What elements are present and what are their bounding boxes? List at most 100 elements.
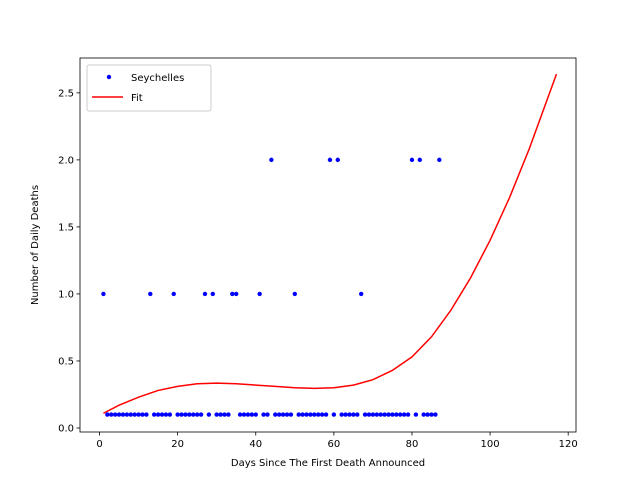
data-point xyxy=(109,412,114,417)
x-axis-label: Days Since The First Death Announced xyxy=(231,458,425,469)
data-point xyxy=(355,412,360,417)
data-point xyxy=(331,412,337,417)
data-point xyxy=(347,412,352,417)
data-point xyxy=(230,291,235,297)
legend: Seychelles Fit xyxy=(86,64,212,112)
data-point xyxy=(288,412,294,417)
data-point xyxy=(319,412,325,417)
y-tick-label: 1.0 xyxy=(58,289,74,300)
data-point xyxy=(370,412,376,417)
y-tick-label: 0.0 xyxy=(58,423,74,434)
data-point xyxy=(187,412,192,417)
data-point xyxy=(140,412,145,417)
y-axis-label: Number of Daily Deaths xyxy=(30,185,41,305)
axes-frame xyxy=(79,57,577,433)
data-point xyxy=(237,412,243,417)
data-point xyxy=(241,412,247,417)
data-point xyxy=(116,412,122,417)
data-point xyxy=(136,412,141,417)
data-point xyxy=(276,412,282,417)
data-point xyxy=(409,157,415,163)
y-tick-label: 2.5 xyxy=(58,88,74,99)
data-point xyxy=(261,412,266,417)
data-point xyxy=(296,412,301,417)
x-tick-label: 120 xyxy=(559,439,578,450)
data-point xyxy=(155,412,161,417)
data-point xyxy=(386,412,391,417)
data-point xyxy=(425,412,430,417)
x-axis: 0 20 40 60 80 100 120 xyxy=(96,432,578,450)
data-point xyxy=(390,412,395,417)
data-point xyxy=(312,412,317,417)
data-point xyxy=(316,412,321,417)
fit-line xyxy=(103,73,558,414)
data-point xyxy=(284,412,290,417)
data-point xyxy=(163,412,169,417)
data-point xyxy=(323,412,329,417)
y-tick-label: 0.5 xyxy=(58,356,74,367)
data-point xyxy=(210,291,215,297)
data-point xyxy=(308,412,313,417)
data-point xyxy=(128,412,133,417)
data-point xyxy=(394,412,399,417)
data-point xyxy=(269,157,274,163)
legend-label-seychelles: Seychelles xyxy=(131,73,184,84)
data-point xyxy=(171,291,176,297)
legend-box xyxy=(86,64,212,112)
legend-marker-seychelles xyxy=(106,74,112,80)
data-point xyxy=(214,412,219,417)
data-point xyxy=(300,412,305,417)
data-point xyxy=(417,157,422,163)
data-point xyxy=(265,412,270,417)
data-point xyxy=(429,412,434,417)
data-point xyxy=(148,291,153,297)
y-tick-label: 1.5 xyxy=(58,222,74,233)
data-point xyxy=(194,412,200,417)
data-point xyxy=(132,412,137,417)
data-point xyxy=(144,412,149,417)
plot-area xyxy=(101,73,558,417)
data-point xyxy=(382,412,387,417)
data-point xyxy=(257,291,262,297)
data-point xyxy=(206,412,212,417)
data-point xyxy=(218,412,223,417)
data-point xyxy=(253,412,258,417)
x-tick-label: 0 xyxy=(96,439,102,450)
data-point xyxy=(167,412,173,417)
data-point xyxy=(183,412,188,417)
data-point xyxy=(198,412,204,417)
data-point xyxy=(273,412,278,417)
data-point xyxy=(191,412,196,417)
data-point xyxy=(159,412,165,417)
data-point xyxy=(120,412,126,417)
data-point xyxy=(175,412,180,417)
data-point xyxy=(366,412,372,417)
data-point xyxy=(280,412,286,417)
data-point xyxy=(152,412,157,417)
data-point xyxy=(351,412,356,417)
data-point xyxy=(124,412,130,417)
data-point xyxy=(101,291,106,297)
data-point xyxy=(398,412,403,417)
data-point xyxy=(437,157,442,163)
x-tick-label: 100 xyxy=(481,439,500,450)
y-axis: 0.0 0.5 1.0 1.5 2.0 2.5 xyxy=(58,88,80,434)
data-point xyxy=(202,291,208,297)
data-point xyxy=(327,157,333,163)
data-point xyxy=(234,291,239,297)
data-point xyxy=(292,291,298,297)
data-point xyxy=(362,412,368,417)
data-point xyxy=(378,412,383,417)
data-point xyxy=(226,412,231,417)
x-tick-label: 40 xyxy=(249,439,262,450)
data-point xyxy=(335,157,340,163)
data-point xyxy=(358,291,364,297)
data-point xyxy=(105,412,110,417)
data-point xyxy=(339,412,344,417)
data-point xyxy=(374,412,380,417)
data-point xyxy=(179,412,184,417)
data-point xyxy=(401,412,407,417)
x-tick-label: 60 xyxy=(327,439,340,450)
x-tick-label: 80 xyxy=(406,439,419,450)
